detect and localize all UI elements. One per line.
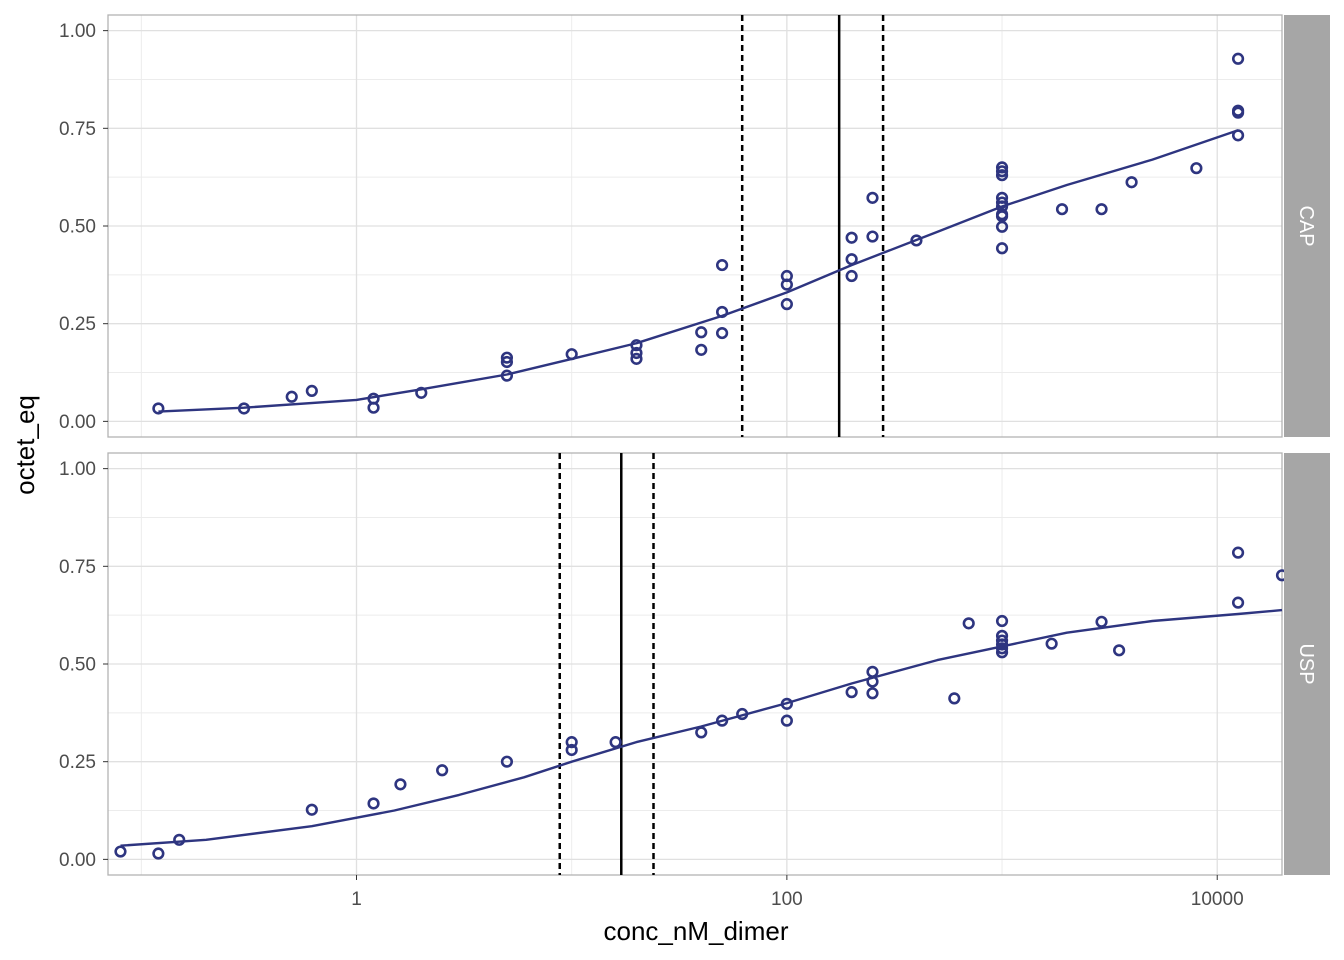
data-point [995,161,1009,174]
data-point [415,386,428,399]
data-point [436,764,449,777]
data-point [780,298,793,311]
x-tick-label: 1 [351,889,362,910]
panel-cap: 0.00 0.25 0.50 0.75 1.00 CAP [59,14,1330,438]
data-point [500,351,514,364]
data-point [866,230,879,243]
data-point [695,343,708,356]
panel-usp: 0.00 0.25 0.50 0.75 1.00 USP [59,452,1330,876]
data-point [1231,129,1245,142]
x-tick-label: 100 [771,889,803,910]
facet-strip-label: USP [1295,643,1317,684]
panels-layer: 0.00 0.25 0.50 0.75 1.00 CAP 0.00 0.25 0.50 0.75 1… [59,14,1330,910]
data-point [715,714,729,727]
data-point [500,369,514,382]
data-point [715,305,729,319]
facet-strip [1284,15,1330,437]
data-point [845,686,858,699]
data-point [695,326,708,339]
data-point [285,390,298,403]
data-point [1231,546,1245,559]
data-point [305,803,318,816]
data-point [394,778,407,791]
data-point [114,845,127,858]
data-point [367,401,380,414]
y-tick-label: 0.25 [59,314,96,335]
x-tick-label: 10000 [1191,889,1244,910]
data-point [500,355,514,369]
data-point [1113,644,1126,657]
data-point [845,269,858,283]
data-point [1045,637,1058,650]
y-tick-label: 0.75 [59,557,96,578]
data-point [367,797,380,810]
data-point [866,191,879,204]
data-point [948,692,961,705]
data-point [995,169,1009,182]
y-tick-label: 0.25 [59,752,96,773]
data-point [995,634,1009,647]
data-point [630,346,643,360]
data-point [1055,203,1069,216]
facet-strip-label: CAP [1295,205,1317,246]
y-tick-label: 0.75 [59,119,96,140]
data-point [995,646,1009,659]
data-point [715,326,729,340]
data-point [962,617,975,630]
data-point [866,687,879,700]
data-point [780,714,793,727]
data-point [609,736,622,749]
data-point [173,833,186,846]
data-point [995,165,1009,178]
x-axis: 1 100 10000 [351,875,1244,910]
data-point [695,726,708,739]
data-point [1190,162,1203,175]
data-point [500,755,514,768]
data-point [630,352,643,365]
x-axis-title: conc_nM_dimer [604,916,789,946]
data-point [1095,615,1108,628]
y-tick-label: 1.00 [59,21,96,42]
y-tick-label: 0.50 [59,217,96,238]
data-point [630,339,643,352]
data-point [152,847,165,860]
data-point [565,736,578,749]
data-point [152,402,165,415]
data-point [780,697,793,710]
data-point [910,234,923,247]
data-point [995,196,1009,209]
data-point [995,642,1009,655]
data-point [995,220,1009,233]
data-point [1125,176,1138,189]
y-tick-label: 0.50 [59,655,96,676]
data-point [305,384,318,397]
data-point [565,743,578,757]
data-point [565,348,578,361]
y-tick-label: 1.00 [59,459,96,480]
data-point [715,258,729,272]
data-point [845,253,858,266]
y-tick-label: 0.00 [59,850,96,871]
data-point [1231,52,1245,65]
data-point [995,242,1009,255]
data-point [995,638,1009,651]
y-tick-label: 0.00 [59,412,96,433]
y-axis-title: octet_eq [10,395,40,495]
data-point [237,402,251,415]
data-point [1231,106,1245,119]
data-point [736,707,749,721]
data-point [866,675,879,688]
data-point [1231,596,1245,609]
data-point [845,231,858,244]
data-point [995,614,1009,628]
data-point [1095,203,1108,216]
data-point [780,278,793,291]
facet-strip [1284,453,1330,875]
